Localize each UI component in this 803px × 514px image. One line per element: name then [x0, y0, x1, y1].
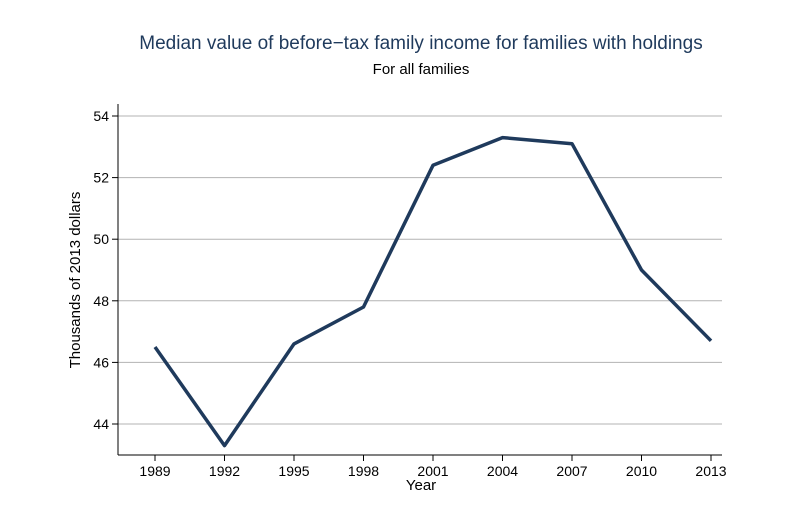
data-point — [154, 346, 157, 349]
x-tick-label: 2010 — [626, 463, 657, 479]
y-tick-label: 54 — [93, 108, 109, 124]
gridlines — [118, 115, 722, 425]
x-tick-label: 1998 — [348, 463, 379, 479]
axes — [117, 104, 722, 456]
series-line — [153, 135, 713, 448]
x-tick-label: 1995 — [278, 463, 309, 479]
chart-title: Median value of before−tax family income… — [139, 33, 702, 54]
data-point — [432, 164, 435, 167]
y-axis-ticks: 44 46 48 50 52 54 — [93, 108, 118, 432]
y-axis-label: Thousands of 2013 dollars — [67, 192, 84, 369]
x-tick-label: 1989 — [139, 463, 170, 479]
chart-subtitle: For all families — [373, 61, 470, 78]
y-tick-label: 46 — [93, 354, 109, 370]
x-tick-label: 1992 — [209, 463, 240, 479]
series-group — [153, 135, 713, 448]
data-point — [223, 444, 226, 447]
data-point — [640, 269, 643, 272]
x-tick-label: 2004 — [487, 463, 518, 479]
x-axis-ticks: 1989 1992 1995 1998 2001 2004 2007 2010 2013 — [139, 455, 727, 479]
x-tick-label: 2007 — [556, 463, 587, 479]
y-tick-label: 48 — [93, 293, 109, 309]
data-point — [293, 342, 296, 345]
y-tick-label: 50 — [93, 231, 109, 247]
data-point — [501, 136, 504, 139]
y-tick-label: 44 — [93, 416, 109, 432]
data-point — [710, 339, 713, 342]
data-point — [362, 305, 365, 308]
y-tick-label: 52 — [93, 170, 109, 186]
data-point — [571, 142, 574, 145]
x-axis-label: Year — [406, 477, 436, 494]
x-tick-label: 2013 — [695, 463, 726, 479]
x-tick-label: 2001 — [417, 463, 448, 479]
